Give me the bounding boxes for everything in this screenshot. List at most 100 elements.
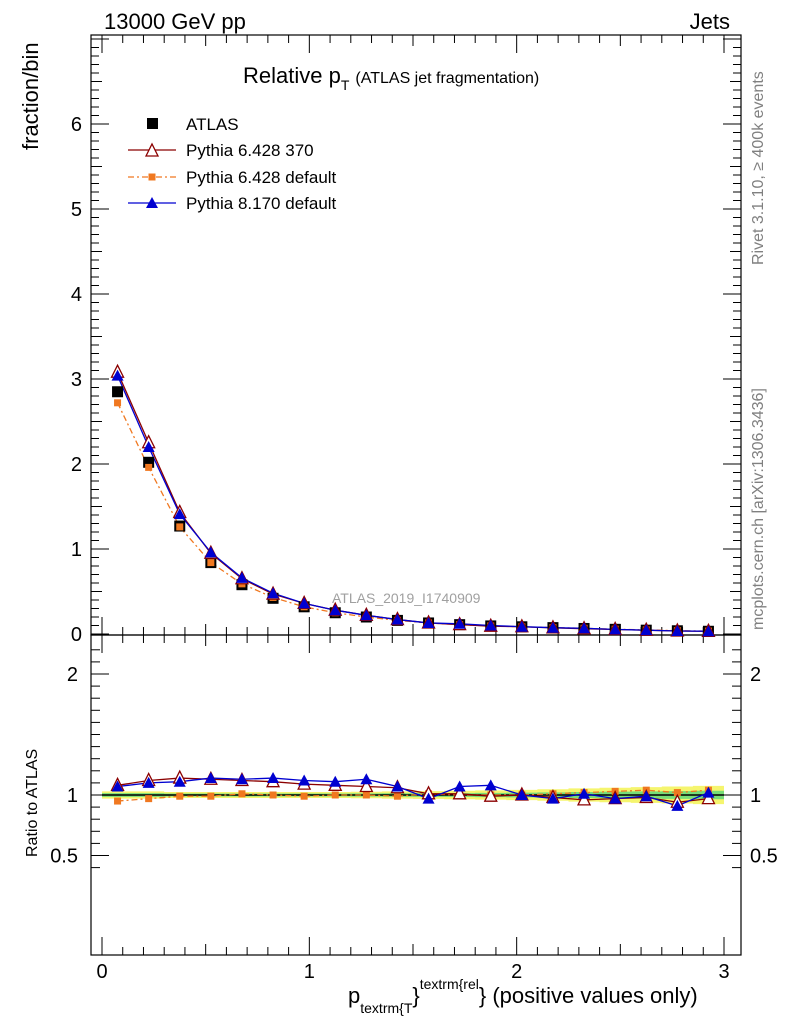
legend-label-p6-370: Pythia 6.428 370 [186,141,314,160]
top-point-p8_default-13 [515,620,528,632]
ratio-point-p8_default-1 [142,776,155,788]
ratio-point-p8_default-5 [267,772,280,784]
top-point-p8_default-3 [204,546,217,558]
x-tick-label-3: 3 [718,961,729,983]
x-tick-label-2: 2 [511,961,522,983]
top-y-tick-label-1: 1 [71,539,82,561]
top-point-p8_default-14 [546,621,559,633]
top-point-p8_default-7 [329,604,342,616]
ratio-point-p8_default-4 [235,773,248,785]
ratio-point-p8_default-8 [360,773,373,785]
header-right: Jets [690,9,730,34]
ratio-point-p8_default-12 [484,779,497,791]
top-point-p8_default-11 [453,617,466,629]
legend-marker-p8-default [146,197,158,208]
ratio-point-p8_default-6 [298,774,311,786]
ratio-point-p8_default-11 [453,780,466,792]
top-y-tick-label-6: 6 [71,114,82,136]
top-point-p8_default-6 [298,597,311,609]
ratio-line-p8_default [117,777,709,807]
ratio-point-p8_default-16 [609,792,622,804]
ratio-point-p6_default-3 [207,792,215,800]
legend: ATLAS Pythia 6.428 370 Pythia 6.428 defa… [128,115,337,213]
ratio-point-p6_default-6 [300,792,308,800]
axis-ticks: 0 1 2 3 0 1 2 3 4 5 6 0.5 0.5 1 1 2 2 [50,35,778,983]
ratio-line-p6_370 [117,777,709,803]
ratio-point-p8_default-15 [578,787,591,799]
ratio-point-p6_370-11 [452,785,467,800]
top-point-p6_default-1 [145,463,153,471]
ratio-point-p8_default-14 [546,792,559,804]
ratio-y-tick-label-right-2: 2 [750,664,761,686]
ratio-y-tick-label-0.5: 0.5 [50,846,78,868]
top-point-p8_default-1 [142,441,155,452]
top-point-p8_default-10 [422,616,435,628]
top-point-p8_default-15 [578,622,591,634]
top-series-group [110,363,716,638]
top-point-p8_default-4 [235,571,248,583]
top-point-p8_default-17 [640,624,653,636]
top-point-p8_default-12 [484,619,497,631]
ratio-point-p8_default-13 [515,789,528,800]
ratio-point-p6_370-19 [701,790,716,805]
ratio-y-tick-label-right-0.5: 0.5 [750,846,778,868]
top-y-tick-label-3: 3 [71,369,82,391]
top-point-p6_default-3 [207,559,215,567]
top-y-tick-label-2: 2 [71,454,82,476]
x-tick-label-0: 0 [96,961,107,983]
ratio-point-p8_default-17 [640,790,653,802]
legend-marker-p6-default [148,173,156,181]
legend-marker-p6-370 [144,142,160,157]
ratio-point-p6_default-7 [331,791,339,799]
top-point-atlas-1 [143,456,155,468]
ratio-point-p6_370-12 [483,787,498,802]
plot-title: Relative pT (ATLAS jet fragmentation) [243,63,539,93]
ratio-point-p6_default-1 [145,795,153,803]
ratio-y-axis-label: Ratio to ATLAS [24,749,41,857]
top-point-atlas-0 [112,386,124,398]
legend-label-atlas: ATLAS [186,115,239,134]
top-point-p8_default-19 [702,625,715,637]
ratio-point-p8_default-7 [329,775,342,787]
top-point-p8_default-18 [671,625,684,637]
ratio-point-p6_370-15 [576,791,592,806]
ratio-point-p6_default-2 [176,792,184,800]
top-point-p8_default-2 [173,508,186,520]
ratio-point-p8_default-10 [422,792,435,804]
ratio-line-p6_default [117,789,709,802]
ratio-point-p8_default-18 [671,799,684,811]
ratio-point-p6_default-5 [269,791,277,799]
ratio-point-p6_default-18 [673,789,681,797]
legend-label-p6-default: Pythia 6.428 default [186,168,337,187]
ratio-point-p6_default-4 [238,790,246,798]
top-y-tick-label-5: 5 [71,199,82,221]
ratio-point-p6_default-0 [114,797,122,805]
ratio-point-p6_370-8 [359,778,374,793]
ratio-point-p8_default-9 [391,780,404,792]
ratio-y-tick-label-right-1: 1 [750,785,761,807]
top-point-p8_default-9 [391,613,404,625]
mcplots-label: mcplots.cern.ch [arXiv:1306.3436] [750,388,767,630]
top-y-tick-label-0: 0 [71,624,82,646]
ratio-point-p8_default-2 [173,775,186,787]
top-point-p8_default-5 [267,587,280,599]
top-point-p8_default-0 [111,369,124,381]
top-point-p8_default-16 [609,623,622,635]
ratio-point-p8_default-0 [111,780,124,792]
legend-label-p8-default: Pythia 8.170 default [186,194,337,213]
ratio-point-p8_default-3 [204,772,217,784]
top-point-p6_default-2 [176,523,184,531]
analysis-watermark: ATLAS_2019_I1740909 [332,590,481,606]
header-left: 13000 GeV pp [104,9,246,34]
top-point-p6_default-0 [114,399,122,407]
ratio-point-p8_default-19 [702,786,715,798]
top-y-axis-label: fraction/bin [18,42,43,150]
x-tick-label-1: 1 [304,961,315,983]
ratio-y-tick-label-1: 1 [67,785,78,807]
top-y-tick-label-4: 4 [71,284,82,306]
ratio-y-tick-label-2: 2 [67,664,78,686]
top-point-p8_default-8 [360,609,373,621]
ratio-point-p6_default-9 [393,792,401,800]
rivet-label: Rivet 3.1.10, ≥ 400k events [750,71,767,265]
